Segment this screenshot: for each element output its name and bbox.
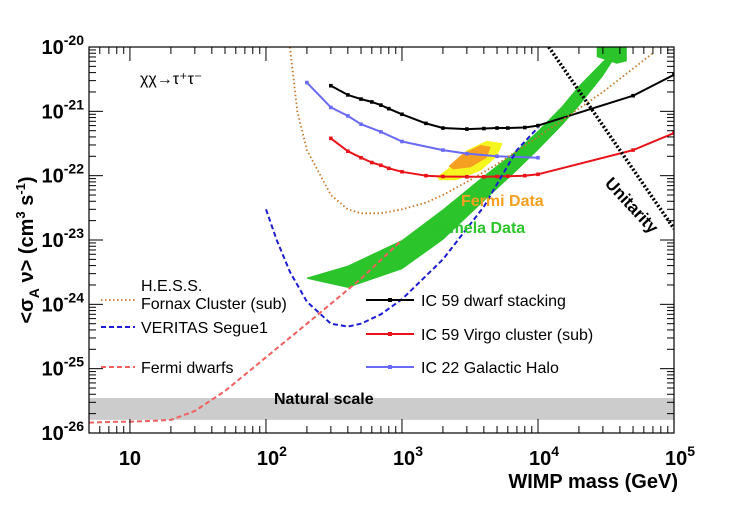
point-ic59-dwarf	[631, 93, 635, 98]
y-tick-label: 10-25	[42, 354, 85, 381]
point-ic59-dwarf	[369, 100, 374, 104]
natural-scale-band-layer	[89, 397, 674, 420]
point-ic59-virgo	[346, 149, 350, 154]
point-ic22-halo	[305, 80, 309, 85]
point-ic59-virgo	[329, 136, 333, 141]
point-ic59-virgo	[441, 174, 445, 179]
point-ic22-halo	[465, 151, 469, 156]
process-label: χχ→τ⁺τ⁻	[140, 71, 202, 88]
point-ic59-dwarf	[386, 106, 391, 111]
point-ic22-halo	[441, 148, 445, 152]
point-ic59-virgo	[359, 155, 363, 160]
point-ic59-virgo	[495, 174, 499, 179]
fermi-orange-region	[448, 145, 491, 170]
series-ic22-halo	[306, 81, 539, 159]
y-tick-label: 10-24	[42, 289, 85, 316]
point-ic22-halo	[400, 139, 404, 144]
point-ic59-dwarf	[329, 83, 333, 88]
y-axis-title: <σA ν> (cm3 s-1)	[13, 176, 42, 323]
regions-layer	[306, 47, 627, 288]
natural-scale-label: Natural scale	[274, 391, 374, 408]
point-ic59-dwarf	[495, 126, 499, 130]
x-tick-label: 104	[529, 443, 559, 470]
point-ic59-dwarf	[346, 93, 350, 97]
point-ic59-virgo	[400, 169, 404, 174]
legend-marker-ic59-dwarf	[388, 298, 392, 302]
y-tick-label: 10-20	[42, 32, 85, 59]
point-ic22-halo	[495, 154, 499, 159]
point-ic59-dwarf	[424, 121, 428, 126]
legend-label-ic59-dwarf: IC 59 dwarf stacking	[421, 293, 566, 310]
ticks-layer: 10 102 103 104 105 10-26 10-25 10-24 10-23 10-22 1…	[42, 32, 696, 470]
point-ic22-halo	[359, 122, 363, 127]
series-fermi-dwarfs	[89, 239, 403, 424]
x-tick-label: 105	[665, 443, 695, 470]
point-ic59-dwarf	[400, 112, 404, 117]
point-ic59-virgo	[379, 163, 383, 168]
legend-label-ic59-virgo: IC 59 Virgo cluster (sub)	[421, 327, 593, 344]
series-veritas	[265, 126, 539, 328]
fermi-data-label: Fermi Data	[461, 193, 544, 210]
point-ic59-virgo	[465, 175, 469, 179]
point-ic59-virgo	[424, 173, 428, 178]
series-ic59-dwarf	[330, 73, 674, 131]
point-ic59-dwarf	[465, 127, 469, 131]
point-ic59-dwarf	[536, 123, 540, 128]
legend-label-ic22-halo: IC 22 Galactic Halo	[421, 360, 559, 377]
pamela-island-region	[596, 47, 627, 64]
point-ic59-dwarf	[506, 126, 510, 130]
point-ic59-dwarf	[523, 125, 527, 130]
legend-label-fermi-dwarfs: Fermi dwarfs	[141, 360, 233, 377]
x-tick-label: 102	[257, 443, 287, 470]
legend-label-veritas: VERITAS Segue1	[141, 320, 268, 337]
text-layer: χχ→τ⁺τ⁻ Fermi Data Pamela Data Unitarity…	[13, 71, 678, 493]
legend-layer: H.E.S.S.Fornax Cluster (sub) VERITAS Segu…	[101, 278, 593, 377]
series-unitarity	[547, 47, 674, 230]
x-tick-label: 10	[119, 448, 141, 470]
natural-scale-band	[89, 397, 674, 420]
y-tick-label: 10-26	[42, 418, 85, 445]
pamela-data-label: Pamela Data	[430, 220, 525, 237]
point-ic59-virgo	[536, 172, 540, 177]
series-layer	[89, 47, 674, 424]
point-ic22-halo	[346, 114, 350, 118]
series-hess	[289, 47, 654, 215]
point-ic22-halo	[329, 105, 333, 110]
point-ic59-virgo	[482, 175, 486, 179]
y-tick-label: 10-21	[42, 96, 85, 123]
legend-label-hess-line2: Fornax Cluster (sub)	[141, 296, 287, 313]
point-ic59-virgo	[369, 160, 374, 165]
point-ic59-dwarf	[441, 126, 445, 130]
x-axis-title: WIMP mass (GeV)	[508, 471, 678, 493]
point-ic22-halo	[536, 155, 540, 160]
legend-label-hess: H.E.S.S.	[141, 278, 202, 295]
legend-marker-ic22-halo	[388, 365, 392, 369]
point-ic59-dwarf	[379, 103, 383, 107]
legend-marker-ic59-virgo	[388, 332, 392, 336]
point-ic59-virgo	[672, 131, 674, 135]
point-ic59-dwarf	[359, 97, 363, 101]
unitarity-label: Unitarity	[601, 174, 662, 238]
y-tick-label: 10-22	[42, 161, 85, 188]
point-ic59-virgo	[506, 174, 510, 179]
point-ic59-virgo	[523, 173, 527, 178]
point-ic59-virgo	[386, 166, 391, 171]
point-ic59-virgo	[631, 148, 635, 152]
point-ic22-halo	[379, 130, 383, 134]
point-ic59-dwarf	[482, 126, 486, 131]
y-tick-label: 10-23	[42, 225, 85, 252]
x-tick-label: 103	[393, 443, 423, 470]
point-ic59-dwarf	[672, 72, 674, 77]
